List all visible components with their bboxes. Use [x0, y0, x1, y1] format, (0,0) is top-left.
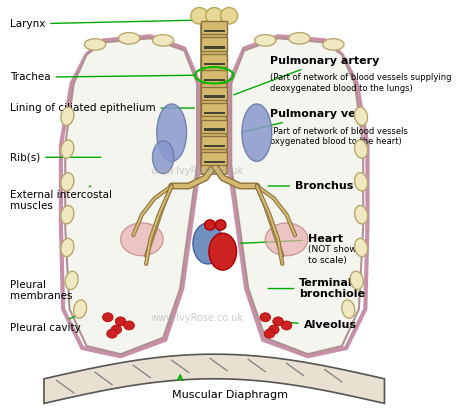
Ellipse shape — [107, 329, 118, 338]
Ellipse shape — [355, 238, 367, 256]
Bar — [203, 46, 225, 49]
Bar — [201, 136, 227, 149]
Text: (Part of network of blood vessels
oxygenated blood to the heart): (Part of network of blood vessels oxygen… — [270, 126, 408, 146]
Text: Terminal
bronchiole: Terminal bronchiole — [268, 278, 365, 299]
Text: www.IvyRose.co.uk: www.IvyRose.co.uk — [150, 313, 243, 323]
Ellipse shape — [281, 321, 292, 330]
Bar — [201, 152, 227, 166]
Ellipse shape — [265, 223, 308, 256]
Polygon shape — [44, 354, 384, 404]
Ellipse shape — [220, 7, 237, 24]
Ellipse shape — [84, 39, 106, 50]
Ellipse shape — [153, 141, 174, 174]
Ellipse shape — [323, 39, 344, 50]
Text: Pulmonary artery: Pulmonary artery — [234, 56, 379, 95]
Ellipse shape — [205, 220, 215, 230]
Text: Larynx: Larynx — [10, 19, 207, 29]
Ellipse shape — [260, 313, 271, 322]
Ellipse shape — [268, 325, 279, 334]
Text: External intercostal
muscles: External intercostal muscles — [10, 186, 112, 211]
Bar — [201, 103, 227, 116]
Bar — [201, 70, 227, 83]
Ellipse shape — [264, 329, 275, 338]
Ellipse shape — [153, 35, 174, 46]
Ellipse shape — [65, 271, 78, 290]
Ellipse shape — [118, 33, 140, 44]
Bar — [201, 38, 227, 51]
Ellipse shape — [191, 7, 208, 24]
Ellipse shape — [215, 220, 226, 230]
Ellipse shape — [120, 223, 163, 256]
Ellipse shape — [61, 107, 74, 126]
Ellipse shape — [124, 321, 135, 330]
Ellipse shape — [61, 238, 74, 256]
Ellipse shape — [255, 35, 276, 46]
Text: www.IvyRose.co.uk: www.IvyRose.co.uk — [150, 166, 243, 176]
Text: Heart: Heart — [240, 234, 343, 244]
Ellipse shape — [355, 140, 367, 158]
Bar — [201, 119, 227, 133]
Ellipse shape — [342, 300, 355, 318]
Text: Muscular Diaphragm: Muscular Diaphragm — [172, 390, 288, 400]
Text: Pleural cavity: Pleural cavity — [10, 314, 82, 332]
Bar — [203, 95, 225, 98]
Bar — [201, 54, 227, 67]
Ellipse shape — [289, 33, 310, 44]
Ellipse shape — [73, 300, 87, 318]
Bar — [201, 21, 227, 34]
Ellipse shape — [61, 140, 74, 158]
Ellipse shape — [111, 325, 122, 334]
Ellipse shape — [61, 206, 74, 224]
Text: Trachea: Trachea — [10, 72, 194, 82]
Bar — [203, 145, 225, 147]
Bar — [201, 22, 227, 174]
Bar — [203, 112, 225, 114]
Bar — [203, 79, 225, 81]
Bar — [203, 62, 225, 65]
Ellipse shape — [157, 104, 187, 161]
Text: Rib(s): Rib(s) — [10, 152, 101, 162]
Ellipse shape — [209, 233, 237, 270]
Polygon shape — [231, 38, 363, 354]
Ellipse shape — [355, 173, 367, 191]
Text: Pleural
membranes: Pleural membranes — [10, 276, 76, 301]
Ellipse shape — [273, 317, 283, 326]
Text: Bronchus: Bronchus — [268, 181, 354, 191]
Ellipse shape — [355, 206, 367, 224]
Ellipse shape — [193, 223, 223, 264]
Ellipse shape — [350, 271, 363, 290]
Text: (Part of network of blood vessels supplying
deoxygenated blood to the lungs): (Part of network of blood vessels supply… — [270, 73, 451, 93]
Ellipse shape — [206, 7, 223, 24]
Text: (NOT shown
to scale): (NOT shown to scale) — [308, 245, 362, 265]
Polygon shape — [65, 38, 197, 354]
Ellipse shape — [102, 313, 113, 322]
Ellipse shape — [115, 317, 126, 326]
Bar — [203, 128, 225, 131]
Ellipse shape — [355, 107, 367, 126]
Bar — [203, 30, 225, 32]
Ellipse shape — [242, 104, 272, 161]
Bar — [201, 87, 227, 100]
Text: Lining of ciliated epithelium: Lining of ciliated epithelium — [10, 103, 194, 113]
Ellipse shape — [61, 173, 74, 191]
Bar — [203, 161, 225, 164]
Text: Alveolus: Alveolus — [274, 320, 356, 330]
Text: Pulmonary vein: Pulmonary vein — [243, 109, 367, 132]
